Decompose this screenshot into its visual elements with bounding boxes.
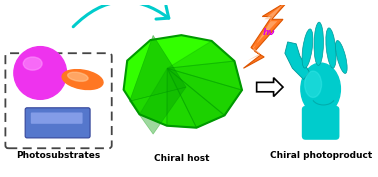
Ellipse shape [305, 71, 322, 98]
Polygon shape [167, 61, 242, 90]
Ellipse shape [301, 63, 340, 115]
FancyBboxPatch shape [25, 108, 90, 138]
Polygon shape [139, 68, 167, 126]
Ellipse shape [23, 57, 42, 70]
Text: hν: hν [263, 28, 275, 37]
Polygon shape [243, 1, 289, 68]
Ellipse shape [314, 22, 324, 65]
Text: Photosubstrates: Photosubstrates [16, 151, 100, 160]
Ellipse shape [326, 28, 336, 68]
FancyBboxPatch shape [302, 106, 339, 140]
Text: Chiral host: Chiral host [153, 154, 209, 163]
Polygon shape [130, 87, 186, 134]
Text: Chiral photoproduct: Chiral photoproduct [270, 151, 372, 160]
Polygon shape [285, 42, 309, 79]
Polygon shape [167, 68, 225, 128]
Polygon shape [124, 35, 242, 128]
Polygon shape [130, 35, 186, 101]
Polygon shape [167, 68, 242, 115]
FancyArrowPatch shape [73, 2, 169, 27]
Circle shape [14, 47, 67, 99]
Ellipse shape [336, 41, 347, 73]
Polygon shape [167, 41, 234, 68]
Ellipse shape [68, 72, 88, 81]
FancyBboxPatch shape [31, 113, 82, 124]
Ellipse shape [62, 70, 103, 90]
Polygon shape [247, 4, 283, 61]
Ellipse shape [302, 29, 313, 68]
FancyArrow shape [257, 78, 283, 96]
Polygon shape [167, 68, 197, 128]
